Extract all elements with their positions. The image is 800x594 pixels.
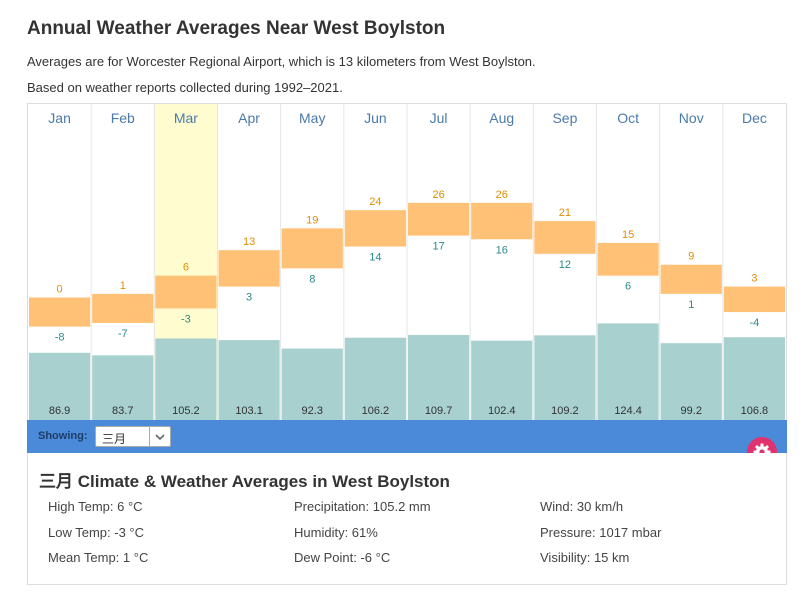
- precip-label-mar: 105.2: [172, 405, 200, 417]
- precip-bar-apr: [218, 340, 280, 421]
- month-label-aug: Aug: [489, 110, 514, 126]
- temp-band-dec: [723, 286, 785, 313]
- month-label-jan: Jan: [48, 110, 71, 126]
- stat-precipitation: Precipitation: 105.2 mm: [294, 499, 431, 514]
- high-temp-label-sep: 21: [559, 207, 571, 219]
- stat-high-temp: High Temp: 6 °C: [48, 499, 143, 514]
- high-temp-label-jul: 26: [432, 189, 444, 201]
- low-temp-label-jan: -8: [55, 332, 65, 344]
- high-temp-label-mar: 6: [183, 262, 189, 274]
- temp-band-sep: [534, 221, 596, 254]
- temp-band-may: [281, 228, 343, 269]
- low-temp-label-oct: 6: [625, 281, 631, 293]
- temp-band-jun: [344, 210, 406, 247]
- precip-bar-dec: [723, 337, 785, 421]
- low-temp-label-feb: -7: [118, 328, 128, 340]
- low-temp-label-apr: 3: [246, 292, 252, 304]
- stat-pressure: Pressure: 1017 mbar: [540, 525, 662, 540]
- high-temp-label-may: 19: [306, 214, 318, 226]
- stat-low-temp: Low Temp: -3 °C: [48, 525, 144, 540]
- precip-label-jan: 86.9: [49, 405, 70, 417]
- high-temp-label-oct: 15: [622, 229, 634, 241]
- high-temp-label-apr: 13: [243, 236, 255, 248]
- period-note: Based on weather reports collected durin…: [27, 80, 343, 95]
- precip-label-sep: 109.2: [551, 405, 579, 417]
- showing-label: Showing:: [38, 430, 88, 442]
- month-select[interactable]: 三月: [95, 426, 171, 447]
- precip-label-may: 92.3: [302, 405, 323, 417]
- stat-wind: Wind: 30 km/h: [540, 499, 624, 514]
- precip-label-feb: 83.7: [112, 405, 133, 417]
- precip-bar-mar: [155, 338, 217, 421]
- precip-label-jul: 109.7: [425, 405, 453, 417]
- details-title: 三月 Climate & Weather Averages in West Bo…: [39, 472, 450, 491]
- month-label-jul: Jul: [430, 110, 448, 126]
- month-label-dec: Dec: [742, 110, 767, 126]
- month-label-may: May: [299, 110, 325, 126]
- precip-bar-aug: [471, 340, 533, 421]
- month-label-sep: Sep: [552, 110, 577, 126]
- low-temp-label-nov: 1: [688, 299, 694, 311]
- climate-chart: Jan 0 -8 86.9 Feb 1 -7 83.7 Mar 6 -3 105.2 Apr 13 3 103…: [27, 103, 787, 421]
- precip-bar-jan: [29, 352, 91, 421]
- precip-bar-jul: [408, 334, 470, 421]
- month-label-mar: Mar: [174, 110, 198, 126]
- low-temp-label-jul: 17: [432, 241, 444, 253]
- high-temp-label-jun: 24: [369, 196, 381, 208]
- stat-mean-temp: Mean Temp: 1 °C: [48, 550, 149, 565]
- month-label-oct: Oct: [617, 110, 639, 126]
- precip-label-dec: 106.8: [741, 405, 769, 417]
- month-label-jun: Jun: [364, 110, 387, 126]
- low-temp-label-sep: 12: [559, 259, 571, 271]
- temp-band-oct: [597, 242, 659, 276]
- month-select-value: 三月: [102, 432, 127, 446]
- station-note: Averages are for Worcester Regional Airp…: [27, 54, 536, 69]
- precip-label-aug: 102.4: [488, 405, 516, 417]
- temp-band-feb: [92, 293, 154, 323]
- precip-label-jun: 106.2: [362, 405, 390, 417]
- low-temp-label-dec: -4: [750, 317, 760, 329]
- showing-toolbar: Showing: 三月: [27, 420, 787, 467]
- temp-band-apr: [218, 250, 280, 287]
- stat-humidity: Humidity: 61%: [294, 525, 378, 540]
- low-temp-label-jun: 14: [369, 252, 381, 264]
- high-temp-label-feb: 1: [120, 280, 126, 292]
- high-temp-label-dec: 3: [751, 273, 757, 285]
- select-divider: [149, 427, 150, 446]
- page-title: Annual Weather Averages Near West Boylst…: [27, 18, 446, 39]
- month-details-panel: 三月 Climate & Weather Averages in West Bo…: [27, 453, 787, 585]
- high-temp-label-aug: 26: [496, 189, 508, 201]
- precip-label-nov: 99.2: [681, 405, 702, 417]
- precip-bar-nov: [660, 343, 722, 421]
- temp-band-mar: [155, 275, 217, 309]
- precip-bar-may: [281, 348, 343, 421]
- month-label-apr: Apr: [238, 110, 260, 126]
- precip-label-apr: 103.1: [235, 405, 263, 417]
- chevron-down-icon[interactable]: [153, 430, 167, 444]
- precip-bar-sep: [534, 335, 596, 421]
- stat-visibility: Visibility: 15 km: [540, 550, 630, 565]
- precip-bar-oct: [597, 323, 659, 421]
- temp-band-aug: [471, 202, 533, 240]
- temp-band-jan: [29, 297, 91, 327]
- high-temp-label-jan: 0: [57, 284, 63, 296]
- temp-band-jul: [408, 202, 470, 236]
- low-temp-label-aug: 16: [496, 244, 508, 256]
- climate-chart-svg: Jan0-886.9Feb1-783.7Mar6-3105.2Apr133103…: [29, 104, 785, 421]
- stat-dew-point: Dew Point: -6 °C: [294, 550, 391, 565]
- month-label-nov: Nov: [679, 110, 704, 126]
- low-temp-label-may: 8: [309, 273, 315, 285]
- low-temp-label-mar: -3: [181, 313, 191, 325]
- high-temp-label-nov: 9: [688, 251, 694, 263]
- precip-label-oct: 124.4: [614, 405, 642, 417]
- temp-band-nov: [660, 264, 722, 294]
- precip-bar-feb: [92, 355, 154, 421]
- month-label-feb: Feb: [111, 110, 135, 126]
- precip-bar-jun: [344, 337, 406, 421]
